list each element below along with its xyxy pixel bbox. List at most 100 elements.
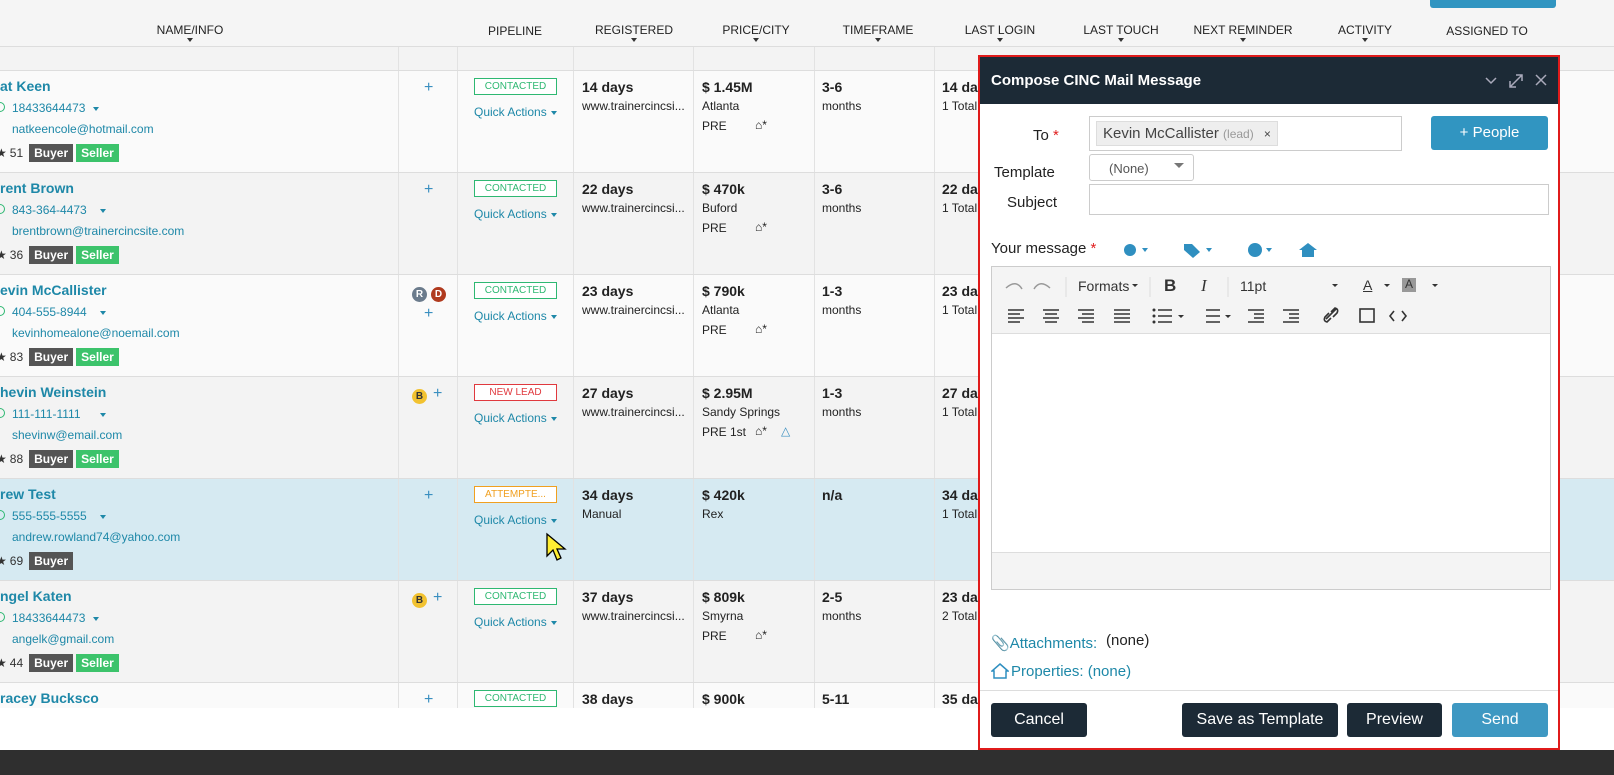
remove-recipient[interactable]: ×	[1263, 127, 1271, 141]
lead-name-link[interactable]: rent Brown	[0, 180, 74, 196]
city: Atlanta	[702, 99, 740, 113]
property-button[interactable]	[1299, 243, 1317, 257]
phone-link[interactable]: 555-555-5555	[12, 509, 87, 523]
email-link[interactable]: natkeencole@hotmail.com	[12, 122, 154, 136]
quick-actions-caret[interactable]	[551, 111, 557, 115]
add-button[interactable]: +	[424, 181, 434, 198]
editor: Formats B I 11pt A A	[991, 266, 1551, 590]
settings-menu[interactable]	[1124, 244, 1136, 256]
price: $ 790k	[702, 283, 745, 299]
column-divider	[398, 683, 399, 708]
lead-name-link[interactable]: ngel Katen	[0, 588, 72, 604]
quick-actions-menu[interactable]: Quick Actions	[474, 105, 547, 119]
quick-actions-caret[interactable]	[551, 519, 557, 523]
quick-actions-menu[interactable]: Quick Actions	[474, 513, 547, 527]
emoji-menu[interactable]	[1248, 243, 1262, 257]
expand-button[interactable]	[1509, 74, 1523, 88]
quick-actions-menu[interactable]: Quick Actions	[474, 309, 547, 323]
quick-actions-menu[interactable]: Quick Actions	[474, 411, 547, 425]
column-divider	[814, 275, 815, 376]
lead-score: 88	[9, 452, 24, 466]
font-color-button[interactable]: A	[1363, 277, 1373, 293]
lead-name-link[interactable]: at Keen	[0, 78, 51, 94]
italic-button[interactable]: I	[1201, 276, 1207, 295]
subject-input[interactable]	[1089, 184, 1549, 215]
editor-toolbar: Formats B I 11pt A A	[992, 267, 1550, 334]
send-button[interactable]: Send	[1452, 703, 1548, 737]
pipeline-status: CONTACTED	[474, 282, 557, 299]
last-login: 23 day	[942, 283, 986, 299]
quick-actions-caret[interactable]	[551, 315, 557, 319]
last-login-total: 1 Total	[942, 507, 978, 521]
phone-caret	[100, 311, 106, 315]
column-header: PRICE/CITY	[722, 23, 790, 37]
lead-name-link[interactable]: evin McCallister	[0, 282, 107, 298]
attachments-text: Attachments:	[1009, 635, 1098, 652]
minimize-button[interactable]	[1485, 77, 1497, 85]
add-button[interactable]: +	[433, 385, 443, 402]
attachments-label[interactable]: 📎Attachments:	[991, 635, 1098, 652]
template-select[interactable]: (None)	[1089, 154, 1194, 181]
phone-caret	[100, 515, 106, 519]
phone-link[interactable]: 18433644473	[12, 101, 86, 115]
properties-link[interactable]: Properties: (none)	[1011, 663, 1132, 680]
add-button[interactable]: +	[424, 79, 434, 96]
quick-actions-caret[interactable]	[551, 621, 557, 625]
quick-actions-menu[interactable]: Quick Actions	[474, 207, 547, 221]
phone-caret	[93, 617, 99, 621]
phone-icon	[0, 510, 5, 520]
preview-button[interactable]: Preview	[1347, 703, 1442, 737]
city: Buford	[702, 201, 738, 215]
quick-actions-caret[interactable]	[551, 417, 557, 421]
price: $ 1.45M	[702, 79, 753, 95]
tag-label: Buyer	[29, 552, 74, 570]
phone-link[interactable]: 18433644473	[12, 611, 86, 625]
lead-name-link[interactable]: hevin Weinstein	[0, 384, 107, 400]
lead-score: 69	[9, 554, 24, 568]
quick-actions-caret[interactable]	[551, 213, 557, 217]
pipeline-text: CONTACTED	[484, 285, 547, 296]
font-size-menu[interactable]: 11pt	[1240, 278, 1267, 294]
lead-name-link[interactable]: rew Test	[0, 486, 56, 502]
phone-link[interactable]: 111-111-1111	[12, 407, 81, 421]
close-button[interactable]	[1535, 74, 1547, 86]
map-icon: △	[781, 424, 791, 438]
email-link[interactable]: andrew.rowland74@yahoo.com	[12, 530, 181, 544]
to-input[interactable]: Kevin McCallister (lead) ×	[1089, 116, 1402, 151]
background-color-button[interactable]: A	[1405, 277, 1414, 291]
star-icon: ★	[0, 452, 7, 466]
email-link[interactable]: brentbrown@trainercincsite.com	[12, 224, 185, 238]
email-link[interactable]: angelk@gmail.com	[12, 632, 115, 646]
column-divider	[693, 71, 694, 172]
phone-link[interactable]: 404-555-8944	[12, 305, 87, 319]
pipeline-status: CONTACTED	[474, 690, 557, 707]
sort-caret	[631, 38, 637, 42]
phone-link[interactable]: 843-364-4473	[12, 203, 87, 217]
tag-label: Seller	[76, 348, 119, 366]
add-button[interactable]: +	[424, 487, 434, 504]
quick-actions-menu[interactable]: Quick Actions	[474, 615, 547, 629]
registered: 34 days	[582, 487, 634, 503]
bold-button[interactable]: B	[1164, 276, 1177, 295]
column-divider	[934, 173, 935, 274]
save-template-button[interactable]: Save as Template	[1182, 703, 1338, 737]
timeframe-unit: months	[822, 405, 862, 419]
email-link[interactable]: kevinhomealone@noemail.com	[12, 326, 180, 340]
timeframe: 5-11	[822, 691, 850, 707]
add-button[interactable]: +	[424, 691, 434, 708]
home-icon: ⌂*	[755, 424, 767, 438]
column-divider	[457, 683, 458, 708]
pipeline-status: CONTACTED	[474, 588, 557, 605]
lead-name-link[interactable]: racey Bucksco	[0, 690, 99, 706]
people-button[interactable]: + People	[1431, 116, 1548, 150]
top-button[interactable]	[1430, 0, 1556, 8]
registered: 23 days	[582, 283, 634, 299]
formats-menu[interactable]: Formats	[1078, 278, 1130, 294]
add-button[interactable]: +	[424, 305, 434, 322]
cancel-button[interactable]: Cancel	[991, 703, 1087, 737]
tag-menu[interactable]	[1184, 244, 1200, 258]
add-button[interactable]: +	[433, 589, 443, 606]
email-link[interactable]: shevinw@email.com	[12, 428, 123, 442]
column-divider	[457, 40, 458, 70]
